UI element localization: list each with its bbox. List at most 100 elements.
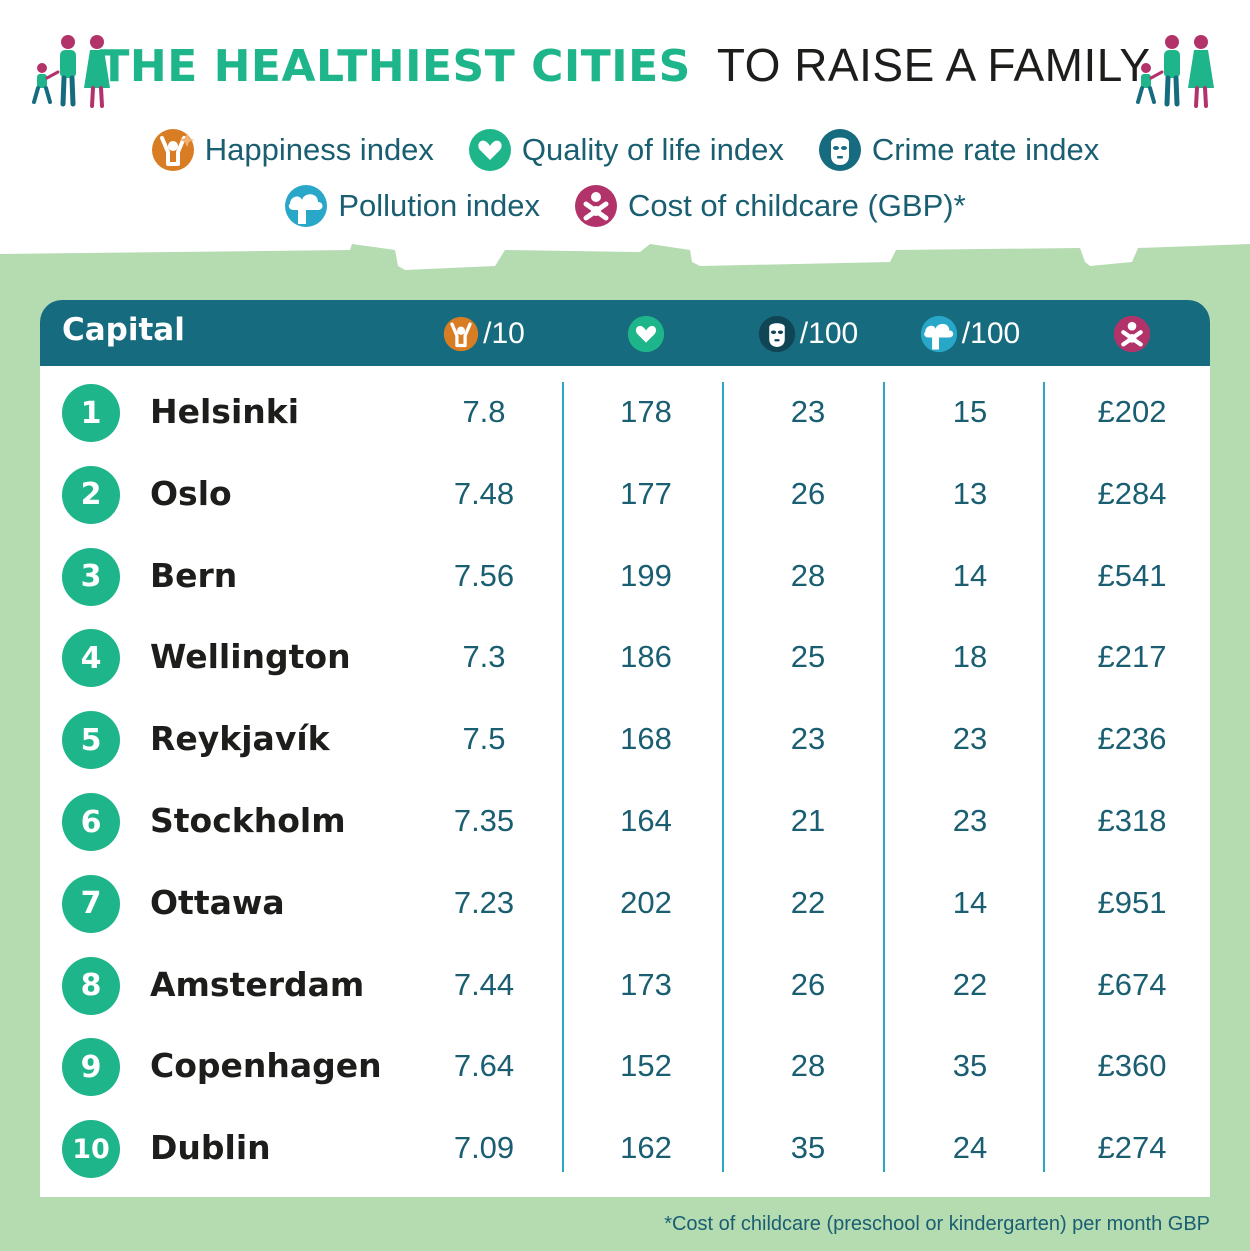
family-illustration-left — [32, 35, 110, 108]
quality-value: 164 — [620, 803, 672, 838]
childcare-value: £274 — [1097, 1130, 1167, 1166]
crime-value: 23 — [790, 721, 826, 757]
pollution-value: 35 — [952, 1048, 988, 1084]
rank-badge: 4 — [62, 629, 120, 688]
happiness-value: 7.44 — [453, 966, 515, 1002]
happiness-value: 7.3 — [462, 639, 506, 675]
rank-badge: 5 — [62, 711, 120, 770]
city-name: Wellington — [150, 637, 351, 677]
baby-icon — [574, 185, 617, 227]
heart-icon — [468, 129, 511, 171]
pollution-value: 23 — [952, 721, 988, 757]
crime-value: 35 — [790, 1130, 826, 1166]
crime-column-header: /100 — [728, 314, 888, 354]
rank-badge: 6 — [62, 793, 120, 851]
capital-header: Capital — [62, 312, 185, 348]
table-row: 4 Wellington 7.3 186 25 18 £217 — [40, 617, 1210, 699]
legend-item-quality: Quality of life index — [468, 128, 784, 172]
crime-value: 21 — [790, 803, 826, 838]
pollution-value: 22 — [952, 966, 988, 1002]
city-name: Helsinki — [150, 392, 300, 431]
legend-item-happiness: Happiness index — [151, 128, 434, 172]
quality-value: 178 — [620, 394, 672, 429]
rank-badge: 2 — [62, 465, 120, 524]
happiness-value: 7.5 — [462, 721, 506, 757]
quality-value: 202 — [620, 884, 672, 920]
family-illustration-right — [1136, 35, 1214, 108]
mask-icon — [758, 315, 795, 353]
table-row: 2 Oslo 7.48 177 26 13 £284 — [40, 454, 1210, 536]
childcare-value: £318 — [1097, 803, 1167, 838]
column-divider — [562, 382, 564, 1172]
crime-value: 26 — [790, 475, 826, 511]
legend-item-childcare: Cost of childcare (GBP)* — [574, 184, 966, 228]
city-name: Oslo — [150, 473, 232, 513]
childcare-value: £674 — [1097, 966, 1167, 1002]
legend-item-crime: Crime rate index — [818, 128, 1099, 172]
column-divider — [883, 382, 885, 1172]
legend-label-childcare: Cost of childcare (GBP)* — [627, 188, 966, 223]
happiness-icon — [443, 316, 479, 352]
rank-badge: 9 — [62, 1038, 120, 1097]
rank-badge: 8 — [62, 956, 120, 1015]
childcare-value: £541 — [1097, 557, 1167, 593]
quality-value: 168 — [620, 721, 672, 757]
title-light: TO RAISE A FAMILY — [716, 39, 1151, 91]
crime-value: 23 — [790, 394, 826, 429]
crime-suffix: /100 — [799, 317, 859, 350]
pollution-value: 18 — [952, 639, 988, 675]
city-name: Stockholm — [150, 801, 346, 840]
quality-value: 199 — [620, 557, 672, 593]
table-row: 6 Stockholm 7.35 164 21 23 £318 — [40, 781, 1210, 863]
pollution-column-header: /100 — [890, 314, 1050, 354]
pollution-value: 14 — [952, 884, 988, 920]
footnote: *Cost of childcare (preschool or kinderg… — [664, 1213, 1210, 1235]
mask-icon — [818, 129, 861, 171]
happiness-value: 7.8 — [462, 394, 506, 429]
legend-label-happiness: Happiness index — [204, 132, 434, 167]
city-name: Reykjavík — [150, 719, 330, 759]
happiness-value: 7.23 — [453, 884, 515, 920]
crime-value: 28 — [790, 1048, 826, 1084]
pollution-suffix: /100 — [961, 317, 1021, 350]
childcare-column-header — [1052, 314, 1210, 354]
happiness-value: 7.64 — [453, 1048, 515, 1084]
crime-value: 26 — [790, 966, 826, 1002]
city-name: Copenhagen — [150, 1046, 382, 1086]
happiness-icon — [151, 129, 194, 171]
table-row: 3 Bern 7.56 199 28 14 £541 — [40, 536, 1210, 618]
legend-row-1: Happiness index Quality of life index Cr… — [0, 128, 1250, 172]
heart-icon — [627, 315, 665, 353]
rank-badge: 10 — [62, 1120, 120, 1179]
rank-badge: 1 — [62, 384, 120, 442]
childcare-value: £360 — [1097, 1048, 1167, 1084]
pollution-icon — [920, 315, 957, 353]
childcare-value: £951 — [1097, 884, 1167, 920]
legend-label-pollution: Pollution index — [338, 188, 540, 223]
happiness-suffix: /10 — [483, 317, 525, 350]
quality-value: 173 — [620, 966, 672, 1002]
page-title: THE HEALTHIEST CITIES TO RAISE A FAMILY — [0, 38, 1250, 92]
table-header: Capital /10 /100 — [40, 300, 1210, 366]
pollution-value: 24 — [952, 1130, 988, 1166]
legend-label-quality: Quality of life index — [521, 132, 784, 167]
pollution-value: 15 — [952, 394, 988, 429]
table-row: 8 Amsterdam 7.44 173 26 22 £674 — [40, 945, 1210, 1027]
city-name: Dublin — [150, 1128, 271, 1168]
legend-row-2: Pollution index Cost of childcare (GBP)* — [0, 184, 1250, 228]
crime-value: 25 — [790, 639, 826, 675]
childcare-value: £202 — [1097, 394, 1167, 429]
table-row: 7 Ottawa 7.23 202 22 14 £951 — [40, 863, 1210, 945]
column-divider — [1043, 382, 1045, 1172]
pollution-value: 13 — [952, 475, 988, 511]
quality-column-header — [566, 314, 726, 354]
crime-value: 22 — [790, 884, 826, 920]
pollution-value: 14 — [952, 557, 988, 593]
pollution-value: 23 — [952, 803, 988, 838]
legend-item-pollution: Pollution index — [284, 184, 540, 228]
title-bold: THE HEALTHIEST CITIES — [99, 41, 691, 92]
rank-badge: 3 — [62, 547, 120, 606]
table-row: 9 Copenhagen 7.64 152 28 35 £360 — [40, 1026, 1210, 1108]
ranking-table: Capital /10 /100 — [40, 300, 1210, 1197]
rank-badge: 7 — [62, 874, 120, 933]
